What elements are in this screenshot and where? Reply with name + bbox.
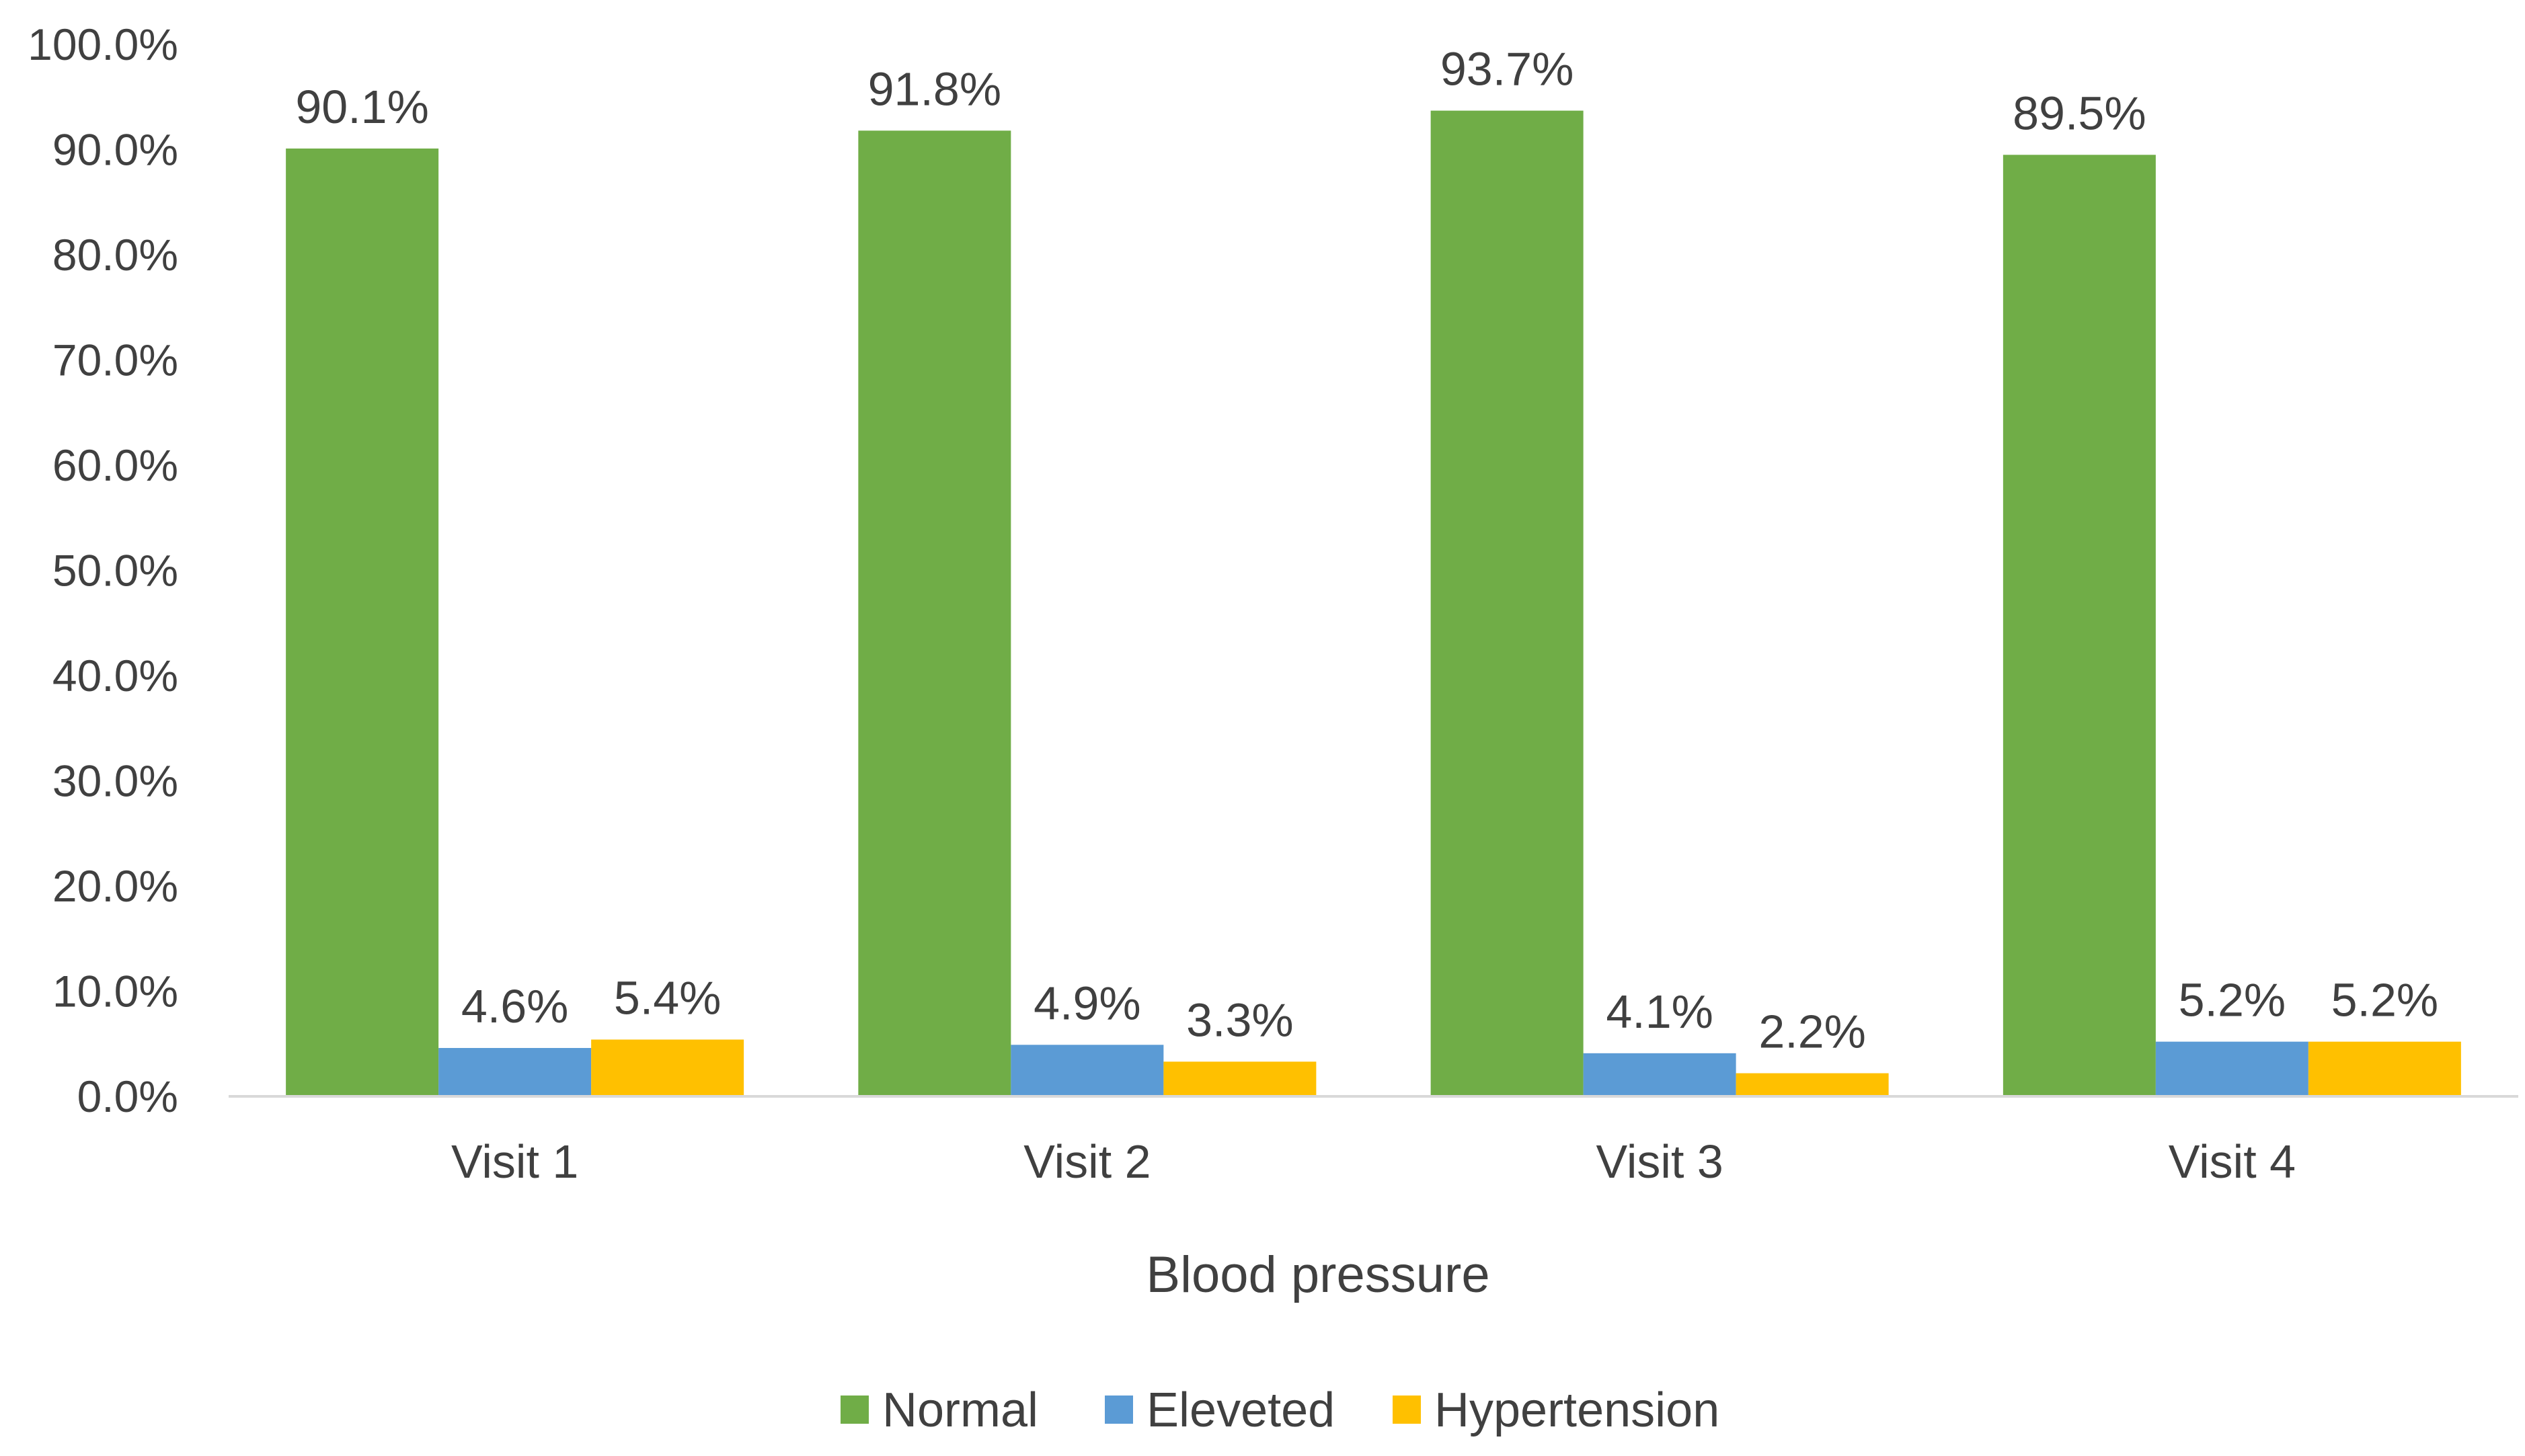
bar: [591, 1039, 744, 1096]
legend-swatch: [1105, 1396, 1133, 1424]
data-label: 93.7%: [1440, 43, 1574, 95]
y-tick-label: 30.0%: [52, 756, 178, 806]
y-tick-label: 40.0%: [52, 651, 178, 700]
y-tick-label: 50.0%: [52, 546, 178, 596]
x-axis-title: Blood pressure: [1146, 1246, 1489, 1303]
bar: [1430, 110, 1584, 1097]
plot-area: 90.1% 4.6% 5.4% 91.8% 4.9% 3.3% 93.7% 4.1% 2.2% 8…: [286, 43, 2461, 1097]
data-label: 91.8%: [868, 63, 1001, 115]
legend-swatch: [841, 1396, 869, 1424]
data-label: 5.2%: [2179, 974, 2286, 1026]
y-tick-label: 0.0%: [77, 1071, 178, 1121]
x-tick-label: Visit 4: [2169, 1135, 2296, 1188]
data-label: 90.1%: [295, 81, 428, 133]
legend-label: Normal: [882, 1383, 1038, 1437]
y-tick-label: 60.0%: [52, 440, 178, 490]
data-label: 4.1%: [1606, 985, 1713, 1038]
data-label: 5.4%: [614, 971, 722, 1024]
y-tick-label: 20.0%: [52, 861, 178, 911]
bar: [1583, 1053, 1736, 1096]
y-axis: 0.0% 10.0% 20.0% 30.0% 40.0% 50.0% 60.0% 70.0% 8…: [28, 19, 178, 1121]
bar: [1011, 1045, 1164, 1096]
data-label: 4.6%: [461, 980, 569, 1033]
y-tick-label: 90.0%: [52, 125, 178, 175]
y-tick-label: 100.0%: [28, 19, 178, 69]
data-label: 89.5%: [2013, 87, 2146, 139]
y-tick-label: 10.0%: [52, 967, 178, 1016]
data-label: 2.2%: [1758, 1006, 1866, 1058]
bar: [858, 130, 1011, 1097]
y-tick-label: 70.0%: [52, 335, 178, 385]
legend: Normal Eleveted Hypertension: [841, 1383, 1719, 1437]
data-label: 3.3%: [1186, 994, 1294, 1046]
bar: [2308, 1041, 2461, 1096]
legend-swatch: [1393, 1396, 1421, 1424]
x-tick-label: Visit 1: [451, 1135, 578, 1188]
y-tick-label: 80.0%: [52, 230, 178, 280]
bar: [2155, 1041, 2308, 1096]
legend-label: Hypertension: [1434, 1383, 1719, 1437]
x-tick-label: Visit 2: [1023, 1135, 1151, 1188]
data-label: 5.2%: [2331, 974, 2439, 1026]
bar: [2003, 155, 2156, 1097]
legend-label: Eleveted: [1147, 1383, 1335, 1437]
x-tick-label: Visit 3: [1596, 1135, 1723, 1188]
x-axis: Visit 1 Visit 2 Visit 3 Visit 4: [451, 1135, 2296, 1188]
bar: [286, 148, 439, 1096]
bar: [1736, 1073, 1889, 1096]
data-label: 4.9%: [1034, 977, 1141, 1029]
bar: [1163, 1061, 1317, 1096]
bar: [438, 1048, 592, 1096]
